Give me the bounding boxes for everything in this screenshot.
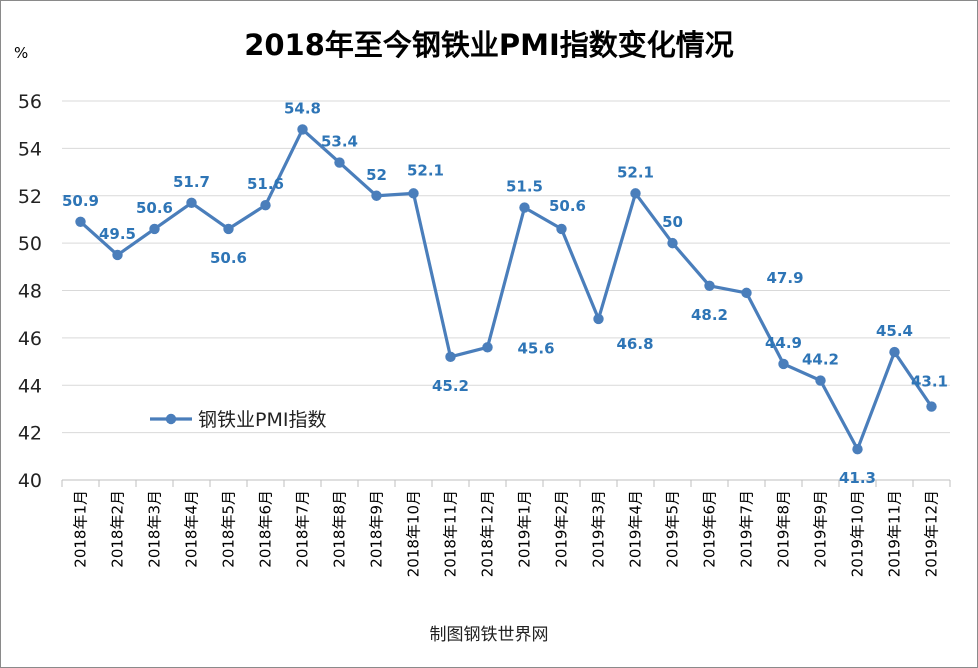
x-tick-label: 2019年8月 — [775, 490, 793, 568]
data-point — [75, 216, 86, 228]
data-label: 54.8 — [284, 99, 321, 117]
x-tick-label: 2018年9月 — [368, 490, 386, 568]
y-tick-label: 50 — [18, 233, 42, 255]
data-label: 51.5 — [506, 178, 543, 196]
chart-title: 2018年至今钢铁业PMI指数变化情况 — [244, 28, 734, 62]
data-point — [408, 188, 419, 199]
chart-source: 制图钢铁世界网 — [429, 625, 549, 645]
x-tick-label: 2018年12月 — [479, 490, 497, 577]
x-tick-label: 2019年7月 — [738, 490, 756, 568]
data-point — [852, 444, 863, 455]
data-point — [778, 358, 789, 370]
data-point — [630, 188, 641, 199]
x-tick-label: 2018年11月 — [442, 490, 460, 577]
data-label: 50.6 — [210, 249, 247, 267]
data-point — [186, 197, 197, 209]
data-point — [371, 190, 382, 201]
x-tick-label: 2018年10月 — [405, 490, 423, 577]
data-point — [149, 223, 160, 235]
legend-marker — [165, 413, 177, 425]
data-label: 50.9 — [62, 192, 99, 210]
x-tick-label: 2019年3月 — [590, 490, 608, 568]
x-axis: 2018年1月 2018年2月 2018年3月 2018年4月 2018年5月 2018年… — [61, 479, 951, 577]
x-tick-label: 2019年1月 — [516, 490, 534, 568]
data-label: 45.4 — [876, 322, 913, 340]
data-point — [445, 351, 456, 363]
x-tick-label: 2019年11月 — [886, 490, 904, 577]
y-axis-unit: % — [14, 44, 29, 62]
data-label: 53.4 — [321, 133, 358, 151]
data-label: 43.1 — [911, 373, 948, 391]
x-tick-label: 2018年8月 — [331, 490, 349, 568]
data-label: 45.2 — [432, 377, 469, 395]
x-tick-label: 2019年6月 — [701, 490, 719, 568]
data-points — [75, 124, 937, 455]
y-axis-ticks: 40 42 44 46 48 50 52 54 56 — [18, 91, 42, 492]
y-tick-label: 52 — [18, 186, 42, 208]
data-label: 52.1 — [407, 161, 444, 179]
data-point — [926, 401, 937, 412]
data-point — [297, 124, 308, 135]
y-tick-label: 54 — [18, 138, 42, 160]
x-tick-label: 2018年7月 — [294, 490, 312, 568]
data-point — [223, 223, 234, 235]
data-point — [815, 375, 826, 386]
data-label: 51.7 — [173, 173, 210, 191]
data-point — [112, 249, 123, 261]
y-tick-label: 42 — [18, 423, 42, 445]
data-point — [741, 287, 752, 299]
data-point — [519, 202, 530, 213]
data-label: 48.2 — [691, 306, 728, 324]
x-tick-label: 2019年9月 — [812, 490, 830, 568]
x-tick-label: 2018年6月 — [257, 490, 275, 568]
y-tick-label: 46 — [18, 328, 42, 350]
data-point — [334, 157, 345, 168]
legend: 钢铁业PMI指数 — [150, 409, 326, 431]
x-tick-label: 2018年2月 — [109, 490, 127, 568]
data-label: 50 — [662, 213, 683, 231]
data-label: 50.6 — [136, 199, 173, 217]
data-point — [593, 313, 604, 325]
data-label: 44.2 — [802, 351, 839, 369]
y-tick-label: 48 — [18, 281, 42, 303]
legend-label: 钢铁业PMI指数 — [198, 409, 326, 431]
data-label: 41.3 — [839, 469, 876, 487]
data-label: 44.9 — [765, 334, 802, 352]
data-point — [556, 223, 567, 235]
data-label: 47.9 — [767, 269, 804, 287]
x-tick-label: 2019年10月 — [849, 490, 867, 577]
y-tick-label: 56 — [18, 91, 42, 113]
grid-lines — [62, 100, 950, 434]
x-tick-label: 2018年4月 — [183, 490, 201, 568]
series-line-path — [79, 127, 933, 451]
data-point — [482, 342, 493, 353]
data-label: 46.8 — [617, 335, 654, 353]
x-tick-label: 2019年12月 — [923, 490, 941, 577]
data-label: 52 — [366, 166, 387, 184]
data-point — [704, 280, 715, 291]
data-label: 50.6 — [549, 197, 586, 215]
series-line — [79, 127, 933, 451]
data-label: 51.6 — [247, 175, 284, 193]
x-tick-label: 2018年1月 — [72, 490, 90, 568]
x-tick-label: 2019年4月 — [627, 490, 645, 568]
data-label: 49.5 — [99, 225, 136, 243]
y-tick-label: 40 — [18, 470, 42, 492]
x-tick-label: 2018年3月 — [146, 490, 164, 568]
data-point — [260, 200, 271, 211]
data-point — [667, 237, 678, 249]
x-tick-label: 2019年2月 — [553, 490, 571, 568]
data-labels: 50.949.550.651.750.651.654.853.452 52.145… — [62, 99, 948, 487]
data-label: 52.1 — [617, 163, 654, 181]
x-tick-label: 2019年5月 — [664, 490, 682, 568]
data-label: 45.6 — [518, 339, 555, 357]
data-point — [889, 346, 900, 358]
y-tick-label: 44 — [18, 375, 42, 397]
x-tick-label: 2018年5月 — [220, 490, 238, 568]
